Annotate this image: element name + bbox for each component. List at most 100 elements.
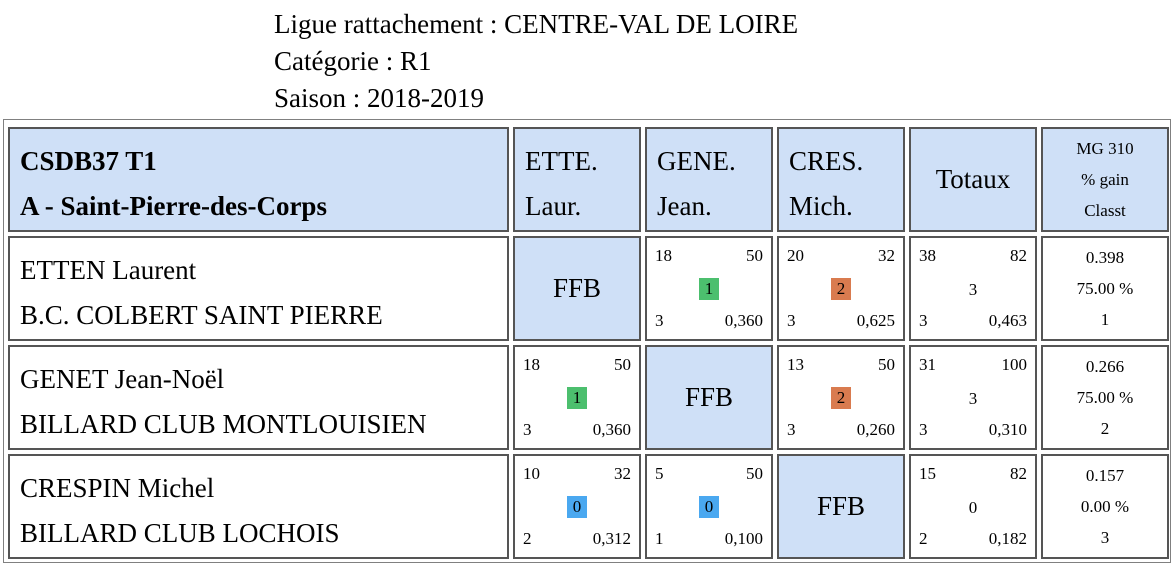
score-innings: 3 [787,420,796,439]
score-target: 32 [878,246,895,265]
gain-percent: 0.00 % [1080,497,1130,516]
totals-match-points: 0 [968,498,978,517]
totals-innings: 2 [919,529,928,548]
team-code: CSDB37 T1 [20,146,157,176]
player-cell-2: GENET Jean-Noël BILLARD CLUB MONTLOUISIE… [8,345,509,450]
score-cell: 5 50 0 1 0,100 [645,454,773,559]
match-points-badge: 0 [699,496,719,518]
player-club: BILLARD CLUB MONTLOUISIEN [20,409,427,439]
header-block: Ligue rattachement : CENTRE-VAL DE LOIRE… [274,6,798,117]
score-cell: 13 50 2 3 0,260 [777,345,905,450]
match-points-badge: 1 [567,387,587,409]
player-club: BILLARD CLUB LOCHOIS [20,518,340,548]
totals-target: 82 [1010,464,1027,483]
score-points: 10 [523,464,540,483]
rank: 2 [1100,419,1110,438]
rank: 1 [1100,310,1110,329]
ffb-label: FFB [816,491,866,521]
team-header-cell: CSDB37 T1 A - Saint-Pierre-des-Corps [8,127,509,232]
score-target: 50 [614,355,631,374]
score-cell: 18 50 1 3 0,360 [513,345,641,450]
score-average: 0,360 [724,311,763,330]
ffb-cell: FFB [645,345,773,450]
score-cell: 20 32 2 3 0,625 [777,236,905,341]
player-name: CRESPIN Michel [20,473,215,503]
score-innings: 2 [523,529,532,548]
totals-points: 15 [919,464,936,483]
score-average: 0,100 [724,529,763,548]
player-cell-1: ETTEN Laurent B.C. COLBERT SAINT PIERRE [8,236,509,341]
match-points-badge: 0 [567,496,587,518]
column-header-cres: CRES. Mich. [777,127,905,232]
score-target: 50 [746,464,763,483]
totals-average: 0,310 [988,420,1027,439]
column-header-line2: Jean. [657,191,712,221]
mg-cell: 0.266 75.00 % 2 [1041,345,1169,450]
totals-match-points: 3 [968,389,978,408]
rank: 3 [1100,528,1110,547]
column-header-line2: Mich. [789,191,853,221]
totals-average: 0,463 [988,311,1027,330]
player-name: ETTEN Laurent [20,255,197,285]
column-header-gene: GENE. Jean. [645,127,773,232]
score-points: 5 [655,464,664,483]
match-points-badge: 2 [831,387,851,409]
match-points-badge: 2 [831,278,851,300]
saison-label: Saison : 2018-2019 [274,83,485,113]
match-points-badge: 1 [699,278,719,300]
totals-target: 82 [1010,246,1027,265]
results-table-frame [3,119,1171,563]
team-club: A - Saint-Pierre-des-Corps [20,191,327,221]
totals-target: 100 [1001,355,1028,374]
totals-match-points: 3 [968,280,978,299]
gain-percent: 75.00 % [1076,279,1134,298]
mg-header: MG 310 % gain Classt [1041,127,1169,232]
score-innings: 3 [523,420,532,439]
gain-percent: 75.00 % [1076,388,1134,407]
column-header-line1: CRES. [789,146,864,176]
score-points: 18 [655,246,672,265]
ffb-cell: FFB [513,236,641,341]
score-innings: 3 [787,311,796,330]
mg-cell: 0.157 0.00 % 3 [1041,454,1169,559]
totals-innings: 3 [919,420,928,439]
mg-cell: 0.398 75.00 % 1 [1041,236,1169,341]
score-target: 50 [878,355,895,374]
score-cell: 18 50 1 3 0,360 [645,236,773,341]
totals-points: 31 [919,355,936,374]
score-average: 0,312 [592,529,631,548]
mg-header-line2: % gain [1081,170,1129,189]
column-header-line1: GENE. [657,146,736,176]
ffb-label: FFB [684,382,734,412]
totals-points: 38 [919,246,936,265]
score-points: 18 [523,355,540,374]
categorie-label: Catégorie : R1 [274,46,432,76]
player-cell-3: CRESPIN Michel BILLARD CLUB LOCHOIS [8,454,509,559]
totals-innings: 3 [919,311,928,330]
column-header-ettep: ETTE. Laur. [513,127,641,232]
score-target: 32 [614,464,631,483]
player-name: GENET Jean-Noël [20,364,225,394]
mg-value: 0.398 [1085,248,1125,267]
totals-average: 0,182 [988,529,1027,548]
column-header-line1: ETTE. [525,146,598,176]
ffb-cell: FFB [777,454,905,559]
player-club: B.C. COLBERT SAINT PIERRE [20,300,383,330]
score-average: 0,625 [856,311,895,330]
score-innings: 3 [655,311,664,330]
score-average: 0,260 [856,420,895,439]
mg-value: 0.157 [1085,466,1125,485]
totals-cell: 38 82 3 3 0,463 [909,236,1037,341]
mg-header-line1: MG 310 [1076,139,1134,158]
totals-cell: 15 82 0 2 0,182 [909,454,1037,559]
totals-cell: 31 100 3 3 0,310 [909,345,1037,450]
totaux-label: Totaux [935,164,1011,194]
ligue-label: Ligue rattachement : CENTRE-VAL DE LOIRE [274,9,799,39]
score-cell: 10 32 0 2 0,312 [513,454,641,559]
mg-value: 0.266 [1085,357,1125,376]
ffb-label: FFB [552,273,602,303]
totaux-header: Totaux [909,127,1037,232]
score-points: 13 [787,355,804,374]
column-header-line2: Laur. [525,191,582,221]
score-innings: 1 [655,529,664,548]
